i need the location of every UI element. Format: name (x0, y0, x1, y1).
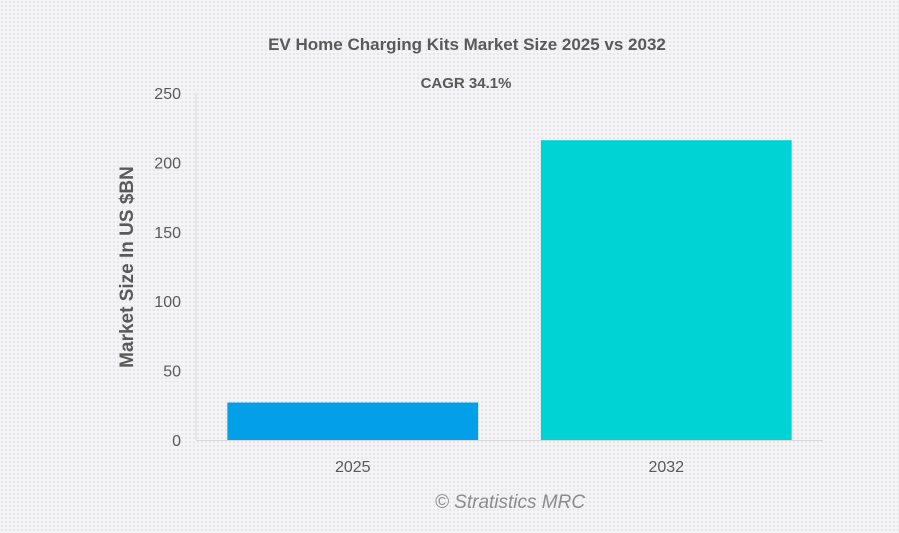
y-tick-label: 200 (154, 155, 181, 172)
copyright-credit: © Stratistics MRC (435, 492, 585, 513)
y-axis-label: Market Size In US $BN (117, 166, 138, 368)
y-tick-label: 100 (154, 294, 181, 311)
y-tick-label: 150 (154, 225, 181, 242)
y-tick-label: 250 (154, 86, 181, 103)
x-tick-label: 2025 (335, 459, 371, 476)
chart-subtitle: CAGR 34.1% (421, 75, 512, 92)
bar-2025 (227, 402, 479, 440)
chart-title: EV Home Charging Kits Market Size 2025 v… (268, 35, 666, 54)
y-tick-label: 50 (163, 364, 181, 381)
y-tick-label: 0 (172, 433, 181, 450)
bar-2032 (540, 140, 792, 440)
x-tick-label: 2032 (648, 459, 684, 476)
